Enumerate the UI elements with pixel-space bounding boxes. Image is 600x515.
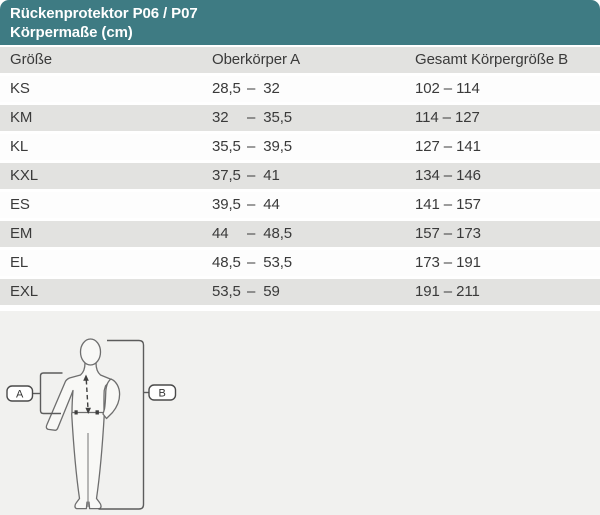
range-max: 35,5: [263, 109, 293, 126]
range-max: 32: [263, 80, 280, 97]
table-row: EL 48,5–53,5 173 – 191: [0, 250, 600, 279]
range-min: 53,5: [212, 283, 241, 300]
upper-body-range-cell: 32 –35,5: [212, 105, 415, 131]
range-separator: –: [247, 283, 256, 300]
banner-title: Rückenprotektor P06 / P07: [10, 5, 198, 22]
figure-right-arm: [102, 378, 121, 420]
upper-body-range-cell: 53,5–59: [212, 279, 415, 305]
upper-body-range-cell: 28,5–32: [212, 76, 415, 102]
upper-body-range-cell: 48,5–53,5: [212, 250, 415, 276]
body-height-range-cell: 102 – 114: [415, 80, 480, 97]
body-height-range-cell: 134 – 146: [415, 167, 481, 184]
range-min: 44: [212, 225, 229, 242]
body-height-range-cell: 173 – 191: [415, 254, 481, 271]
upper-body-range-cell: 35,5–39,5: [212, 134, 415, 160]
range-max: 53,5: [263, 254, 293, 271]
measurement-diagram-section: A B: [0, 311, 600, 515]
label-a: A: [16, 389, 24, 401]
range-min: 39,5: [212, 196, 241, 213]
table-row: KM 32 –35,5 114 – 127: [0, 105, 600, 134]
column-header-body-height: Gesamt Körpergröße B: [415, 51, 569, 68]
upper-body-range-cell: 44 –48,5: [212, 221, 415, 247]
body-height-range-cell: 141 – 157: [415, 196, 481, 213]
waist-mark-left: [74, 410, 78, 415]
table-row: KS 28,5–32 102 – 114: [0, 76, 600, 105]
size-cell: KL: [10, 138, 29, 155]
range-separator: –: [247, 167, 256, 184]
figure-body: [45, 362, 113, 510]
label-b: B: [159, 388, 166, 400]
measure-a-arrow-bottom: [85, 407, 91, 414]
range-max: 39,5: [263, 138, 293, 155]
size-cell: KXL: [10, 167, 39, 184]
waist-mark-right: [95, 410, 99, 415]
body-height-range-cell: 114 – 127: [415, 109, 480, 126]
size-cell: EXL: [10, 283, 39, 300]
size-cell: EL: [10, 254, 29, 271]
banner: Rückenprotektor P06 / P07 Körpermaße (cm…: [0, 0, 600, 45]
upper-body-range-cell: 37,5–41: [212, 163, 415, 189]
table-row: EXL 53,5–59 191 – 211: [0, 279, 600, 308]
table-row: EM 44 –48,5 157 – 173: [0, 221, 600, 250]
label-b-box: [148, 384, 177, 401]
body-height-range-cell: 191 – 211: [415, 283, 480, 300]
column-header-size: Größe: [10, 51, 53, 68]
size-table: Größe Oberkörper A Gesamt Körpergröße B …: [0, 47, 600, 308]
body-figure-diagram: A B: [6, 338, 177, 510]
range-min: 48,5: [212, 254, 241, 271]
range-min: 37,5: [212, 167, 241, 184]
range-separator: –: [247, 138, 256, 155]
column-header-upper-body: Oberkörper A: [212, 51, 301, 68]
size-cell: ES: [10, 196, 30, 213]
range-separator: –: [247, 254, 256, 271]
measure-a-dashed-line: [85, 379, 89, 410]
range-separator: –: [247, 109, 256, 126]
figure-person: [45, 338, 121, 510]
size-cell: EM: [10, 225, 33, 242]
table-row: KL 35,5–39,5 127 – 141: [0, 134, 600, 163]
range-max: 44: [263, 196, 280, 213]
table-row: ES 39,5–44 141 – 157: [0, 192, 600, 221]
measure-a-arrow-top: [83, 374, 89, 381]
range-min: 35,5: [212, 138, 241, 155]
range-separator: –: [247, 225, 256, 242]
size-cell: KM: [10, 109, 33, 126]
range-min: 28,5: [212, 80, 241, 97]
label-a-box: [6, 385, 34, 402]
upper-body-range-cell: 39,5–44: [212, 192, 415, 218]
table-header-row: Größe Oberkörper A Gesamt Körpergröße B: [0, 47, 600, 76]
body-height-range-cell: 127 – 141: [415, 138, 481, 155]
range-min: 32: [212, 109, 229, 126]
range-separator: –: [247, 196, 256, 213]
table-row: KXL 37,5–41 134 – 146: [0, 163, 600, 192]
size-cell: KS: [10, 80, 30, 97]
range-max: 59: [263, 283, 280, 300]
range-separator: –: [247, 80, 256, 97]
range-max: 48,5: [263, 225, 293, 242]
range-max: 41: [263, 167, 280, 184]
figure-head: [79, 338, 102, 366]
body-height-range-cell: 157 – 173: [415, 225, 481, 242]
bracket-b: [98, 339, 145, 510]
banner-subtitle: Körpermaße (cm): [10, 24, 133, 41]
